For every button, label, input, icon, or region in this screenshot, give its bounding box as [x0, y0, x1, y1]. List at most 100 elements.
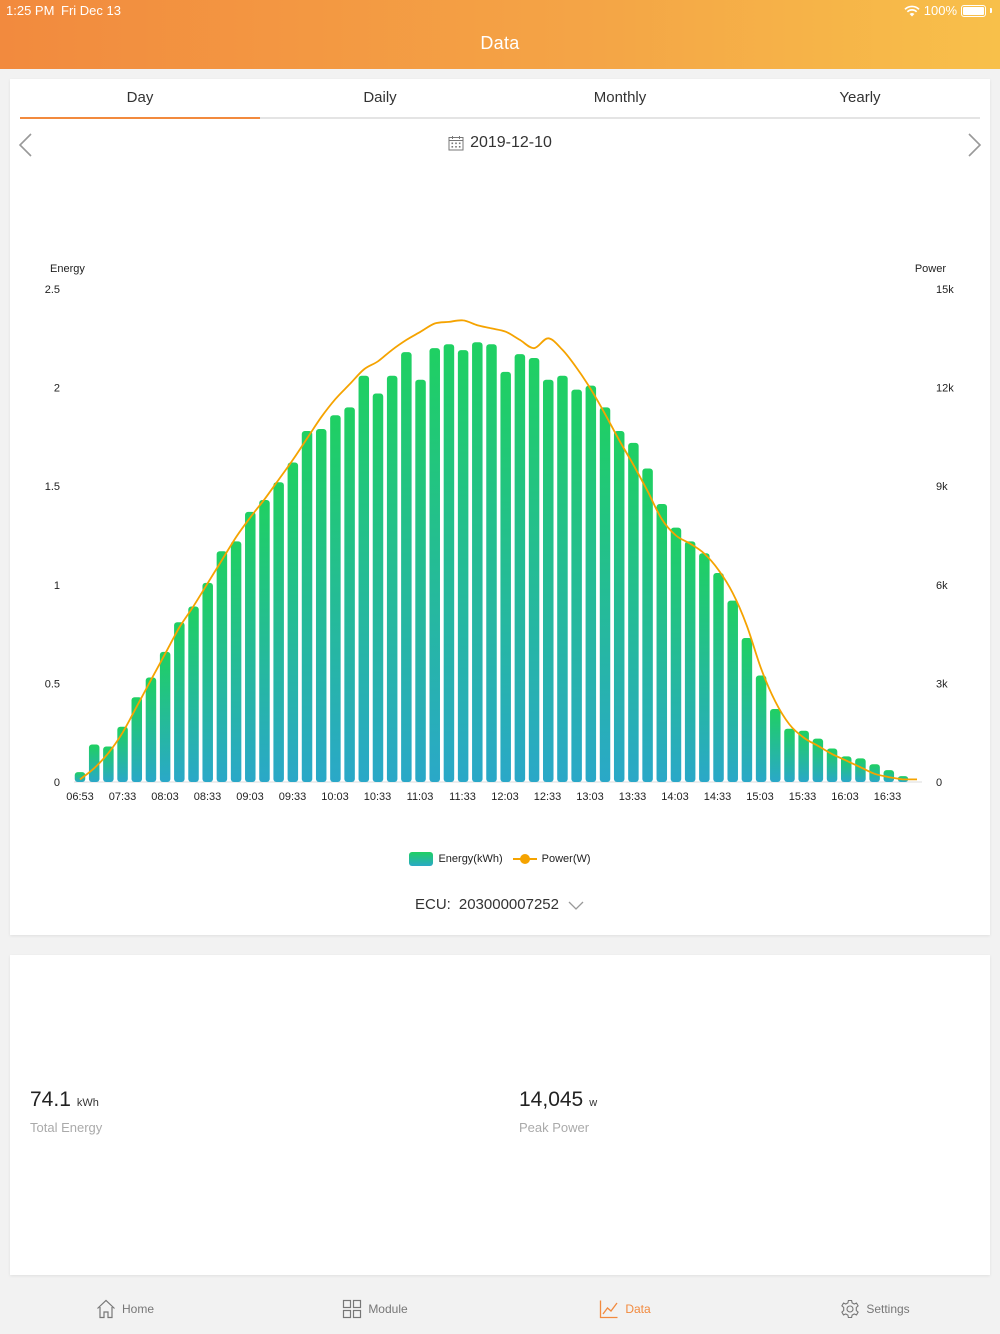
left-tick-label: 1.5 [45, 481, 60, 493]
nav-module[interactable]: Module [250, 1284, 500, 1334]
energy-bars [74, 342, 909, 782]
battery-tip [990, 8, 992, 13]
energy-bar [599, 407, 611, 782]
energy-bar [656, 503, 668, 782]
legend-power[interactable]: Power(W) [512, 852, 591, 866]
energy-bar [159, 651, 171, 782]
energy-bar [88, 744, 100, 782]
wifi-icon [904, 5, 920, 16]
total-energy-label: Total Energy [30, 1120, 103, 1135]
nav-settings-label: Settings [866, 1302, 910, 1316]
date-selector[interactable]: 2019-12-10 [10, 134, 990, 152]
energy-bar [571, 389, 582, 782]
chevron-down-icon [568, 901, 584, 910]
energy-bar [230, 541, 242, 782]
grid-icon [343, 1299, 362, 1319]
x-tick-label: 10:03 [321, 791, 349, 803]
gear-icon [841, 1299, 860, 1319]
page-title: Data [480, 33, 520, 53]
nav-settings[interactable]: Settings [750, 1284, 1000, 1334]
legend-power-label: Power(W) [541, 853, 591, 865]
right-tick-label: 6k [936, 580, 948, 592]
energy-bar [315, 429, 327, 782]
tab-monthly[interactable]: Monthly [593, 89, 647, 106]
right-axis-ticks: 0 3k 6k 9k 12k 15k [936, 284, 954, 789]
energy-bar [131, 697, 143, 782]
nav-data[interactable]: Data [500, 1284, 750, 1334]
energy-bar [500, 371, 511, 782]
total-energy-unit: kWh [76, 1097, 99, 1109]
x-tick-label: 13:03 [576, 791, 604, 803]
peak-power-value: 14,045 [519, 1088, 584, 1111]
x-tick-label: 12:33 [534, 791, 562, 803]
chart-card: Day Daily Monthly Yearly 2019-12-10 [10, 79, 990, 935]
x-tick-label: 08:33 [194, 791, 222, 803]
energy-bar [259, 500, 270, 782]
left-tick-label: 2.5 [45, 284, 60, 296]
left-tick-label: 1 [54, 580, 60, 592]
x-axis-ticks: 06:53 07:33 08:03 08:33 09:03 09:33 10:03 10:33… [66, 791, 901, 803]
x-tick-label: 11:33 [449, 791, 476, 803]
status-date: Fri Dec 13 [61, 3, 121, 18]
energy-bar [386, 375, 398, 782]
period-tabs: Day Daily Monthly Yearly [20, 79, 980, 119]
home-icon [97, 1299, 115, 1319]
previous-date-chevron-left-icon[interactable] [16, 131, 36, 159]
chart-icon [600, 1300, 618, 1319]
tab-yearly[interactable]: Yearly [839, 89, 881, 106]
ecu-value: 203000007252 [458, 896, 559, 913]
left-tick-label: 0.5 [45, 678, 60, 690]
energy-bar [245, 511, 256, 782]
status-right: 100% [904, 3, 992, 18]
right-tick-label: 15k [936, 284, 954, 296]
tab-daily[interactable]: Daily [363, 89, 397, 106]
energy-bar [699, 553, 710, 782]
battery-icon [961, 4, 986, 17]
energy-bar [358, 375, 370, 782]
x-tick-label: 16:33 [874, 791, 902, 803]
energy-bar [188, 606, 199, 782]
x-tick-label: 08:03 [151, 791, 179, 803]
energy-bar [883, 770, 895, 782]
x-tick-label: 14:33 [704, 791, 732, 803]
energy-bar [216, 551, 228, 782]
nav-module-label: Module [368, 1302, 408, 1316]
ecu-selector[interactable]: ECU: 203000007252 [10, 896, 990, 913]
status-time: 1:25 PM [6, 3, 55, 18]
energy-bar [770, 709, 781, 782]
energy-bar [628, 442, 639, 782]
energy-bar [457, 350, 469, 782]
energy-bar [486, 344, 497, 782]
energy-bar [273, 482, 284, 782]
right-tick-label: 12k [936, 383, 954, 395]
right-tick-label: 9k [936, 481, 948, 493]
energy-bar [713, 572, 724, 782]
energy-bar [287, 462, 299, 782]
next-date-chevron-right-icon[interactable] [964, 131, 984, 159]
power-line [79, 319, 917, 781]
right-tick-label: 0 [936, 777, 942, 789]
stats-card: 74.1 kWh Total Energy 14,045 w Peak Power [10, 955, 990, 1275]
calendar-icon [448, 136, 464, 151]
x-tick-label: 06:53 [66, 791, 94, 803]
energy-bar [684, 541, 696, 782]
x-tick-label: 16:03 [831, 791, 859, 803]
energy-bar [528, 358, 540, 782]
energy-bar [514, 354, 526, 782]
x-tick-label: 10:33 [364, 791, 392, 803]
legend-energy[interactable]: Energy(kWh) [409, 852, 503, 866]
energy-bar [174, 622, 185, 782]
x-tick-label: 15:33 [789, 791, 817, 803]
energy-bar [330, 415, 341, 782]
total-energy-stat: 74.1 kWh Total Energy [30, 1088, 102, 1135]
energy-bar [855, 758, 866, 782]
x-tick-label: 15:03 [746, 791, 774, 803]
bottom-nav: Home Module Data Settings [0, 1284, 1000, 1334]
energy-bar [727, 600, 738, 782]
energy-bar [812, 738, 824, 782]
tab-day[interactable]: Day [20, 79, 260, 119]
nav-home-label: Home [121, 1302, 154, 1316]
energy-bar [613, 430, 625, 782]
nav-home[interactable]: Home [0, 1284, 250, 1334]
peak-power-stat: 14,045 w Peak Power [519, 1088, 597, 1135]
